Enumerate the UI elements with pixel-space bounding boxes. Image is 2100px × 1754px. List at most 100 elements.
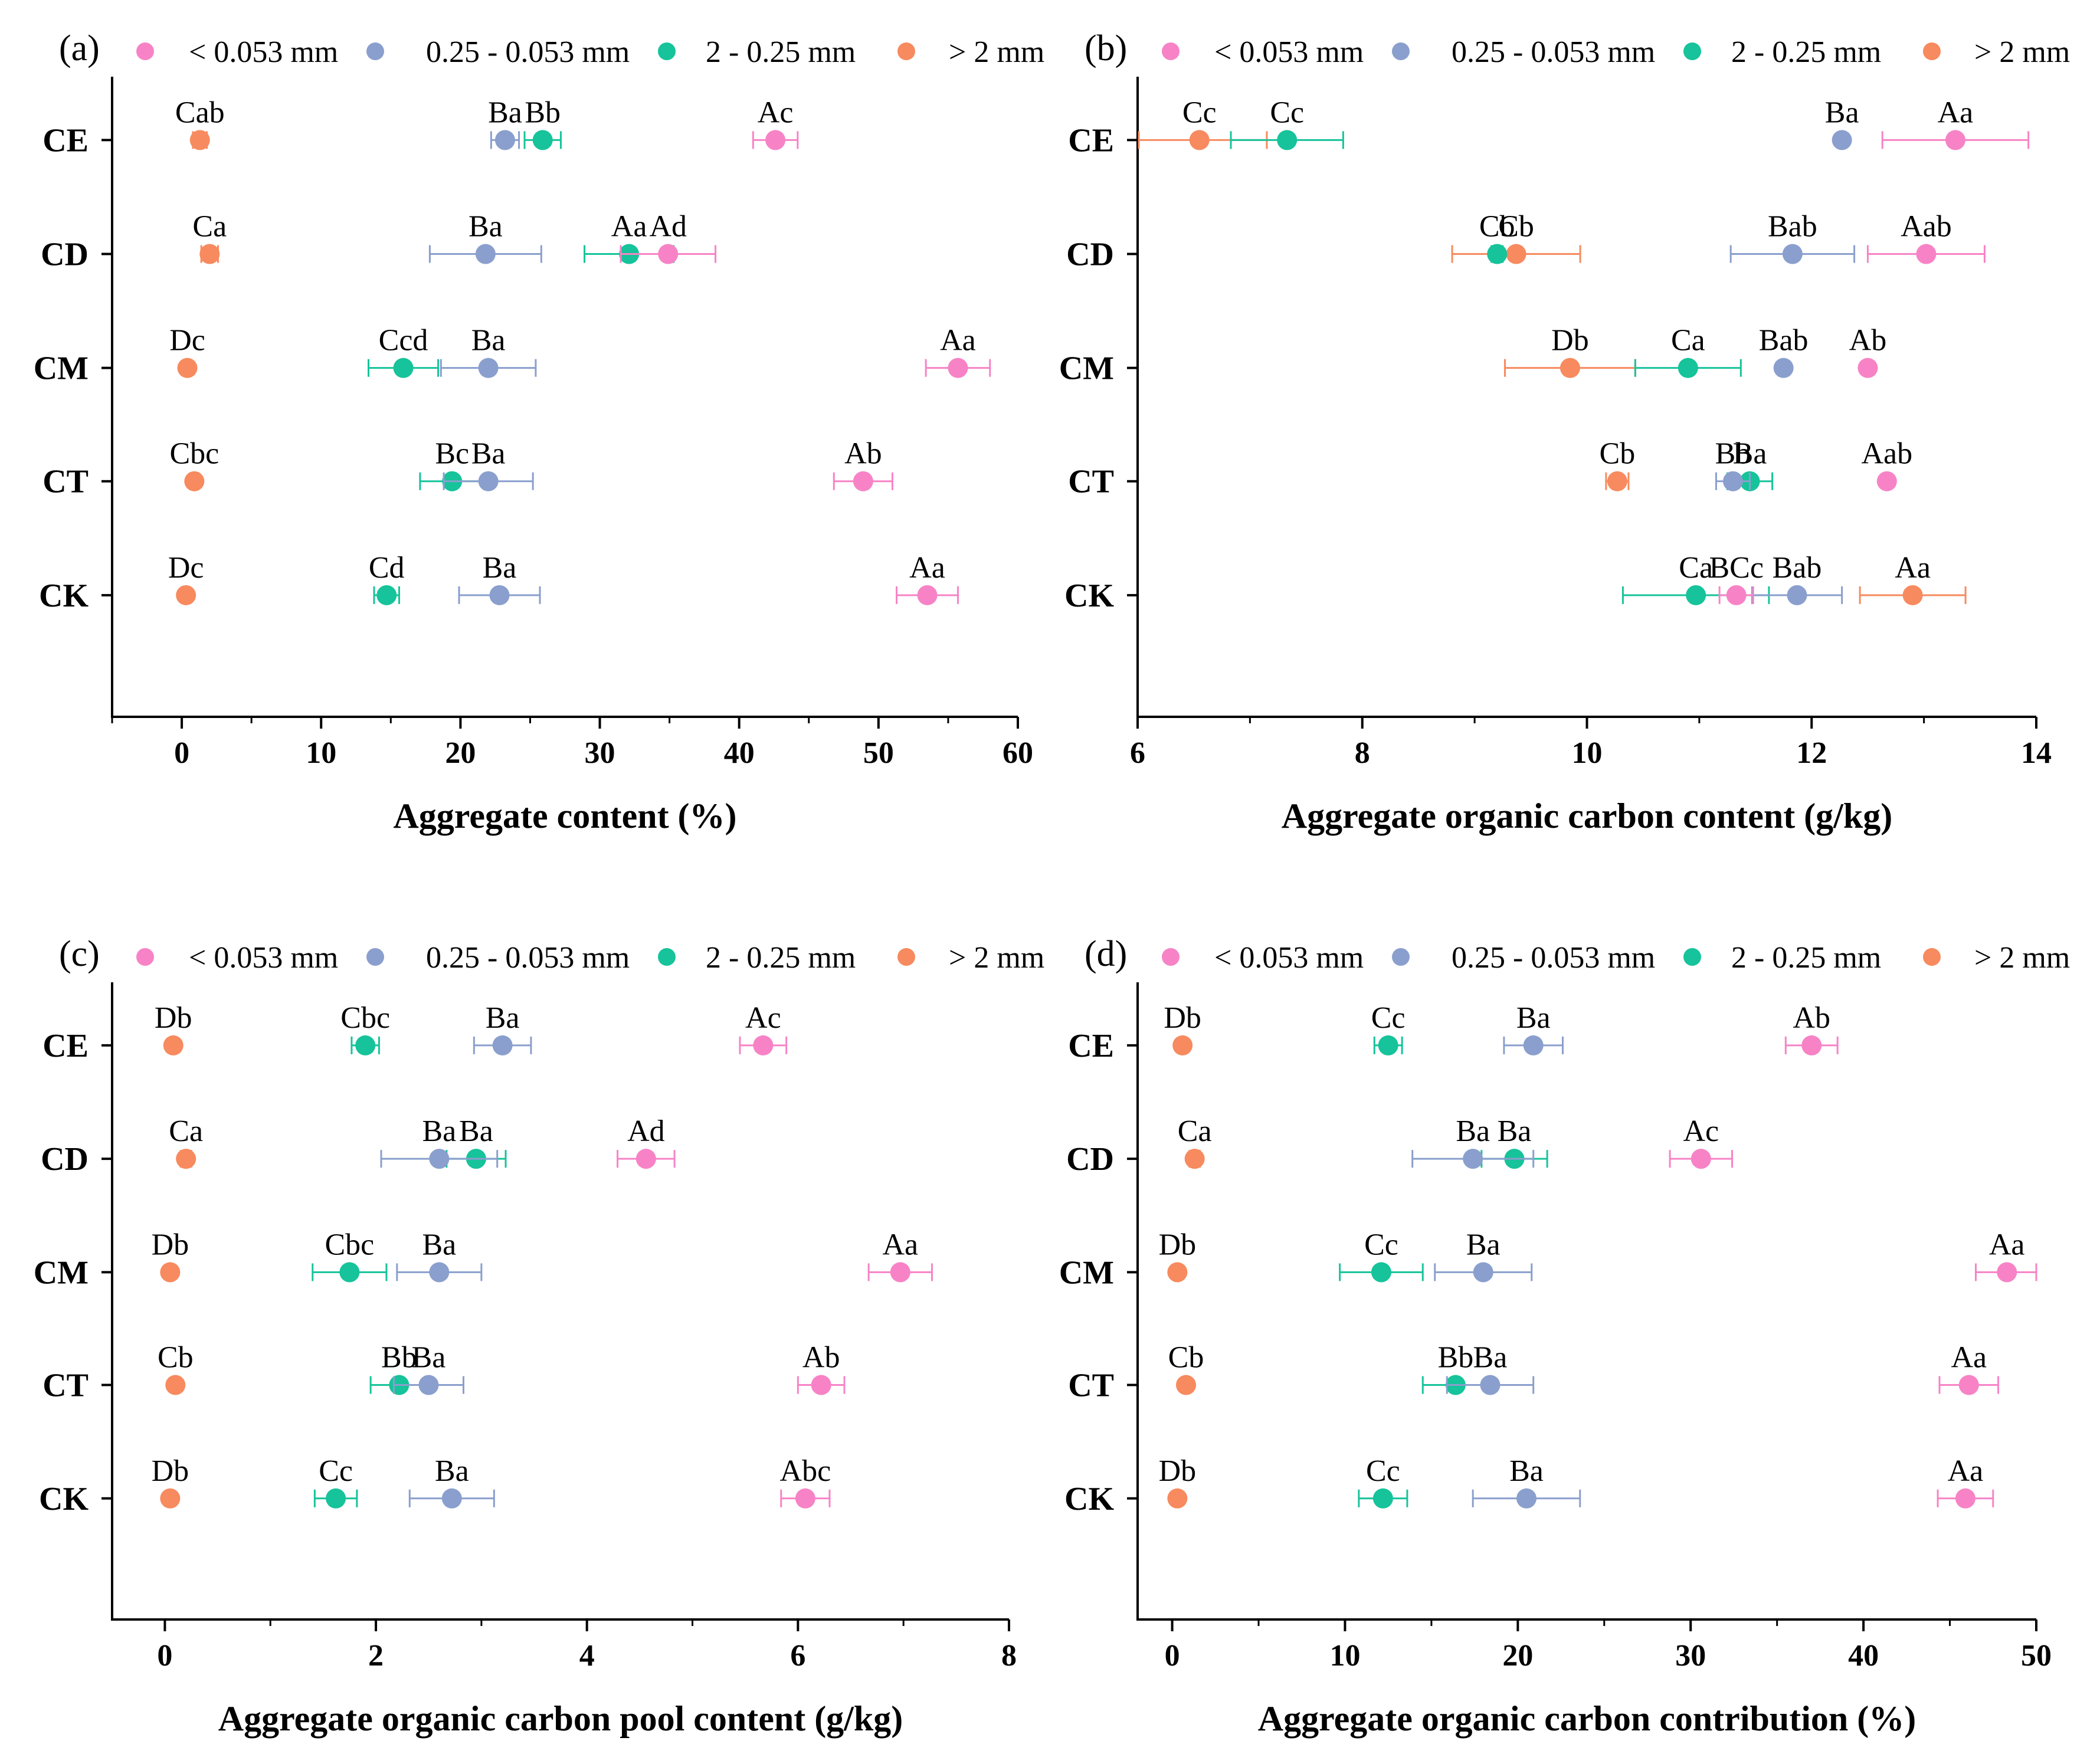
y-tick-label: CM bbox=[1059, 1254, 1114, 1291]
x-tick-label: 40 bbox=[724, 736, 755, 770]
data-label: Ca bbox=[1679, 551, 1713, 585]
y-tick-label: CE bbox=[1068, 1028, 1114, 1064]
panel-label: (c) bbox=[59, 934, 100, 974]
legend-label: > 2 mm bbox=[1974, 941, 2070, 975]
data-point bbox=[1945, 130, 1965, 150]
data-label: Cb bbox=[1600, 437, 1636, 471]
y-tick-label: CT bbox=[1068, 1368, 1114, 1404]
legend-label: 0.25 - 0.053 mm bbox=[426, 35, 630, 69]
legend-marker bbox=[1923, 948, 1941, 966]
legend-marker bbox=[658, 42, 676, 60]
legend-marker bbox=[1683, 948, 1701, 966]
y-tick-label: CE bbox=[42, 122, 89, 159]
x-tick-label: 2 bbox=[368, 1639, 384, 1673]
legend-marker bbox=[1392, 948, 1410, 966]
legend-label: 2 - 0.25 mm bbox=[706, 35, 856, 69]
legend-label: > 2 mm bbox=[949, 35, 1044, 69]
data-label: Cbc bbox=[325, 1228, 374, 1261]
data-point bbox=[1722, 471, 1743, 491]
data-point bbox=[1371, 1262, 1391, 1283]
data-label: Ac bbox=[758, 96, 794, 129]
data-point bbox=[1832, 130, 1852, 150]
x-tick-label: 6 bbox=[790, 1639, 805, 1673]
data-label: Cc bbox=[1270, 96, 1304, 129]
x-axis-title: Aggregate organic carbon contribution (%… bbox=[1258, 1699, 1916, 1738]
y-tick-label: CK bbox=[1064, 578, 1114, 614]
x-tick-label: 20 bbox=[445, 736, 476, 770]
data-point bbox=[393, 358, 414, 378]
data-point bbox=[1167, 1262, 1188, 1283]
y-tick-label: CD bbox=[41, 237, 89, 273]
data-label: Db bbox=[1551, 324, 1589, 358]
x-tick-label: 30 bbox=[585, 736, 615, 770]
x-tick-label: 0 bbox=[1165, 1639, 1180, 1673]
legend-label: < 0.053 mm bbox=[1214, 941, 1364, 975]
data-label: Ba bbox=[1516, 1001, 1551, 1035]
legend-label: < 0.053 mm bbox=[189, 941, 338, 975]
data-label: Aa bbox=[940, 324, 976, 358]
data-point bbox=[355, 1035, 376, 1055]
data-point bbox=[326, 1488, 346, 1509]
data-label: Aa bbox=[1938, 96, 1974, 129]
legend-label: 0.25 - 0.053 mm bbox=[426, 941, 630, 975]
data-point bbox=[1516, 1488, 1536, 1509]
data-label: Aa bbox=[1989, 1228, 2025, 1261]
data-point bbox=[160, 1488, 181, 1509]
y-tick-label: CD bbox=[1066, 1141, 1114, 1178]
data-point bbox=[478, 358, 499, 378]
data-label: Ca bbox=[1178, 1114, 1212, 1148]
panel-label: (b) bbox=[1085, 28, 1127, 68]
data-label: Bb bbox=[381, 1341, 417, 1375]
data-point bbox=[165, 1375, 186, 1395]
legend-marker bbox=[136, 42, 154, 60]
data-point bbox=[1560, 358, 1580, 378]
x-tick-label: 10 bbox=[1329, 1639, 1360, 1673]
data-point bbox=[1189, 130, 1210, 150]
data-point bbox=[1955, 1488, 1975, 1509]
data-label: Aa bbox=[611, 210, 647, 244]
data-label: Cc bbox=[1366, 1454, 1400, 1488]
legend-label: > 2 mm bbox=[1974, 35, 2070, 69]
data-point bbox=[532, 130, 553, 150]
data-label: Cc bbox=[1182, 96, 1217, 129]
data-point bbox=[1480, 1375, 1501, 1395]
y-tick-label: CT bbox=[42, 464, 89, 500]
data-point bbox=[489, 585, 510, 605]
y-tick-label: CM bbox=[34, 350, 89, 387]
y-tick-label: CE bbox=[42, 1028, 89, 1064]
x-tick-label: 8 bbox=[1001, 1639, 1017, 1673]
data-label: Cbc bbox=[340, 1001, 390, 1035]
legend-label: > 2 mm bbox=[949, 941, 1044, 975]
data-point bbox=[765, 130, 786, 150]
x-tick-label: 50 bbox=[863, 736, 894, 770]
data-label: Cc bbox=[1364, 1228, 1398, 1261]
data-point bbox=[1372, 1488, 1393, 1509]
x-tick-label: 30 bbox=[1675, 1639, 1706, 1673]
data-label: Cb bbox=[158, 1341, 194, 1375]
data-label: Db bbox=[155, 1001, 192, 1035]
legend-marker bbox=[897, 948, 915, 966]
data-point bbox=[1607, 471, 1627, 491]
legend-label: 2 - 0.25 mm bbox=[1731, 35, 1881, 69]
data-label: Bb bbox=[1715, 437, 1751, 471]
data-label: Db bbox=[1159, 1454, 1197, 1488]
x-axis-title: Aggregate organic carbon content (g/kg) bbox=[1282, 796, 1892, 835]
data-label: Ba bbox=[412, 1341, 446, 1375]
data-point bbox=[1916, 244, 1937, 264]
data-point bbox=[339, 1262, 360, 1283]
legend-label: < 0.053 mm bbox=[189, 35, 338, 69]
data-point bbox=[494, 130, 515, 150]
data-label: Aa bbox=[882, 1228, 918, 1261]
legend-marker bbox=[658, 948, 676, 966]
data-label: Bab bbox=[1759, 324, 1809, 358]
data-point bbox=[1176, 1375, 1197, 1395]
x-tick-label: 8 bbox=[1355, 736, 1370, 770]
data-point bbox=[1726, 585, 1747, 605]
data-label: Cb bbox=[1479, 210, 1515, 244]
x-axis-title: Aggregate organic carbon pool content (g… bbox=[218, 1699, 903, 1738]
panel-b: (b) < 0.053 mm 0.25 - 0.053 mm 2 - 0.25 mm >… bbox=[1059, 28, 2070, 835]
x-tick-label: 20 bbox=[1502, 1639, 1533, 1673]
data-point bbox=[917, 585, 938, 605]
x-tick-label: 4 bbox=[579, 1639, 595, 1673]
panel-a: (a) < 0.053 mm 0.25 - 0.053 mm 2 - 0.25 mm >… bbox=[34, 28, 1045, 835]
